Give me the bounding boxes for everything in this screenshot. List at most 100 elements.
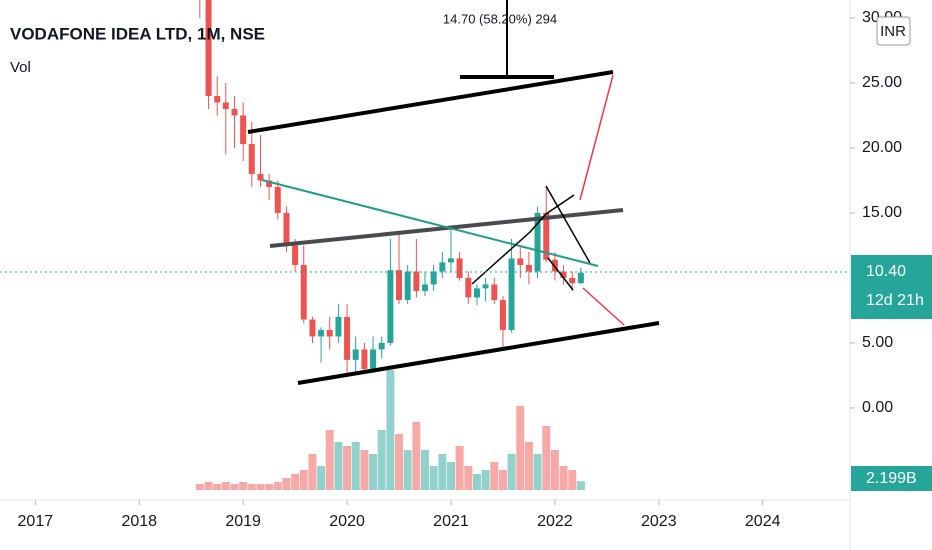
volume-bar xyxy=(247,484,256,490)
y-tick-label: 25.00 xyxy=(862,74,902,91)
candle-body xyxy=(378,342,385,350)
volume-bar xyxy=(412,422,421,490)
volume-bar xyxy=(421,450,429,490)
candle-body xyxy=(465,277,472,298)
volume-bar xyxy=(438,454,447,490)
volume-bar xyxy=(221,482,230,490)
arrow-line xyxy=(582,287,625,326)
volume-bar xyxy=(395,434,404,490)
volume-bar xyxy=(507,454,516,490)
volume-bar xyxy=(498,470,507,490)
candle-body xyxy=(404,271,411,301)
y-tick-label: 5.00 xyxy=(862,334,893,351)
candle-body xyxy=(447,258,454,263)
volume-bar xyxy=(360,450,369,490)
x-tick-label: 2020 xyxy=(329,513,365,530)
measure-label: 14.70 (58.20%) 294 xyxy=(443,11,557,26)
volume-bar xyxy=(239,482,248,490)
candle-body xyxy=(300,264,307,320)
candle-body xyxy=(231,108,238,116)
candle-body xyxy=(517,258,524,265)
x-tick-label: 2018 xyxy=(121,513,157,530)
trend-line xyxy=(247,70,614,134)
volume-bar xyxy=(533,454,542,490)
countdown: 12d 21h xyxy=(866,292,924,309)
candle-body xyxy=(439,262,446,272)
volume-bar xyxy=(204,482,213,490)
candle-body xyxy=(344,316,351,360)
volume-bar xyxy=(559,466,568,490)
candle-body xyxy=(396,270,403,301)
drawings xyxy=(0,0,850,385)
candle-body xyxy=(266,180,273,187)
pattern-line xyxy=(547,257,574,291)
volume-bar xyxy=(273,482,282,490)
candle-body xyxy=(456,258,463,278)
volume-bar xyxy=(308,454,317,490)
volume-bar xyxy=(343,446,352,490)
pattern-line xyxy=(545,185,591,264)
volume-bar xyxy=(317,466,326,490)
candle-body xyxy=(205,0,212,96)
candle-body xyxy=(551,259,558,272)
y-tick-label: 20.00 xyxy=(862,139,902,156)
y-tick-label: 15.00 xyxy=(862,204,902,221)
x-tick-label: 2021 xyxy=(433,513,469,530)
x-tick-label: 2023 xyxy=(641,513,677,530)
volume-bar xyxy=(472,474,481,490)
volume-bar xyxy=(429,466,438,490)
candle-body xyxy=(326,329,333,337)
volume-bar xyxy=(369,454,378,490)
candle-body xyxy=(370,349,377,369)
candle-body xyxy=(491,284,498,301)
candle-body xyxy=(240,115,247,145)
volume-bar xyxy=(334,442,343,490)
volume-bar xyxy=(446,462,455,490)
volume-bar xyxy=(481,470,490,490)
candle-body xyxy=(257,173,264,181)
candle-body xyxy=(318,329,325,337)
candle-body xyxy=(214,95,221,103)
volume-bar xyxy=(265,484,274,490)
candle-body xyxy=(508,258,515,330)
trend-line xyxy=(261,179,599,267)
candle-body xyxy=(309,319,316,337)
candle-body xyxy=(413,271,420,291)
volume-title: Vol xyxy=(10,59,31,76)
candle-body xyxy=(274,186,281,213)
volume-bar xyxy=(524,442,533,490)
price-box xyxy=(851,255,932,319)
candle-body xyxy=(222,102,229,109)
candle-body xyxy=(361,349,368,369)
volume-bar xyxy=(455,446,464,490)
x-tick-label: 2019 xyxy=(225,513,261,530)
candle-body xyxy=(473,288,480,298)
volume-bar xyxy=(550,450,559,490)
last-price: 10.40 xyxy=(866,263,906,280)
candle-body xyxy=(560,271,567,278)
x-tick-label: 2024 xyxy=(745,513,781,530)
volume-bar xyxy=(351,442,360,490)
candle-body xyxy=(543,212,550,260)
chart-title: VODAFONE IDEA LTD, 1M, NSE xyxy=(10,24,265,43)
volume-bar xyxy=(213,484,222,490)
volume-bar xyxy=(516,406,525,490)
candle-body xyxy=(499,300,506,330)
candle-body xyxy=(352,349,359,360)
volume-bar xyxy=(377,430,386,490)
currency[interactable]: INR xyxy=(880,23,906,40)
pattern-line xyxy=(471,194,575,285)
volume-bar xyxy=(325,430,334,490)
currency-box[interactable] xyxy=(876,16,911,46)
volume-bar xyxy=(490,462,499,490)
candle-body xyxy=(577,272,584,284)
volume-bar xyxy=(542,426,551,490)
candle-body xyxy=(569,277,576,284)
y-tick-label: 0.00 xyxy=(862,399,893,416)
candle-body xyxy=(292,245,299,265)
volume-bar xyxy=(403,450,412,490)
trend-line xyxy=(297,321,660,385)
volume-bar xyxy=(386,370,395,490)
volume-bar xyxy=(299,470,308,490)
